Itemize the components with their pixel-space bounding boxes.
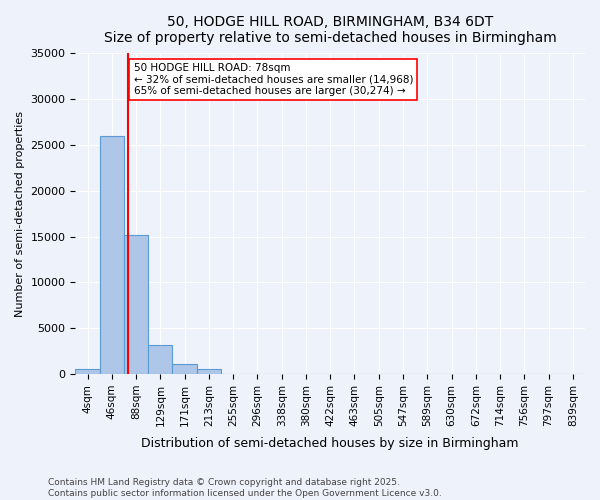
Y-axis label: Number of semi-detached properties: Number of semi-detached properties [15, 110, 25, 316]
Text: Contains HM Land Registry data © Crown copyright and database right 2025.
Contai: Contains HM Land Registry data © Crown c… [48, 478, 442, 498]
X-axis label: Distribution of semi-detached houses by size in Birmingham: Distribution of semi-detached houses by … [142, 437, 519, 450]
Text: 50 HODGE HILL ROAD: 78sqm
← 32% of semi-detached houses are smaller (14,968)
65%: 50 HODGE HILL ROAD: 78sqm ← 32% of semi-… [134, 63, 413, 96]
Bar [148, 344, 172, 374]
Title: 50, HODGE HILL ROAD, BIRMINGHAM, B34 6DT
Size of property relative to semi-detac: 50, HODGE HILL ROAD, BIRMINGHAM, B34 6DT… [104, 15, 557, 45]
Bar [76, 370, 100, 374]
Bar [197, 369, 221, 374]
Bar [124, 235, 148, 374]
Bar [172, 364, 197, 374]
Bar [100, 136, 124, 374]
